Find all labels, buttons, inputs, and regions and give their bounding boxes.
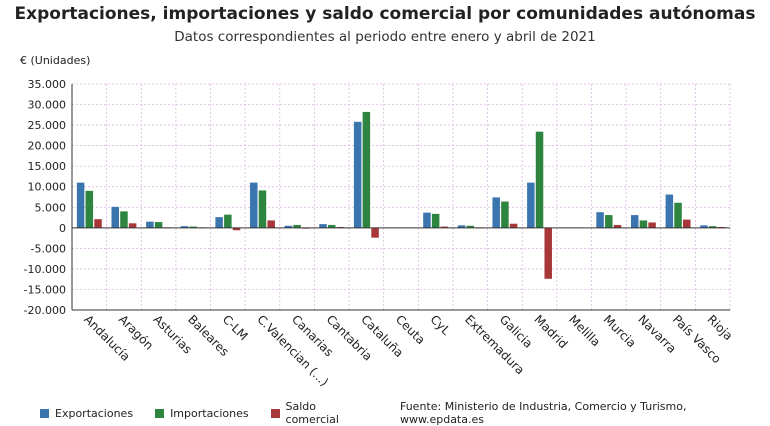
bar-importaciones: [639, 220, 648, 228]
bar-importaciones: [85, 190, 94, 228]
bar-importaciones: [224, 214, 232, 228]
bar-importaciones: [258, 190, 267, 228]
legend-label-saldo: Saldo comercial: [285, 400, 339, 426]
bar-exportaciones: [353, 121, 362, 228]
legend-swatch-exportaciones: [40, 408, 49, 418]
legend-label-importaciones: Importaciones: [170, 406, 249, 420]
bar-exportaciones: [250, 182, 258, 228]
x-tick-label: CyL: [428, 312, 454, 338]
bar-exportaciones: [596, 212, 604, 228]
bar-saldo: [371, 227, 379, 238]
bar-importaciones: [189, 226, 197, 228]
legend-swatch-saldo: [270, 408, 280, 418]
bars: [76, 111, 726, 279]
bar-saldo: [128, 223, 137, 228]
legend: Exportaciones Importaciones Saldo comerc…: [40, 400, 770, 426]
bar-saldo: [648, 222, 656, 228]
x-tick-label: C-LM: [220, 312, 251, 343]
bar-saldo: [683, 219, 691, 228]
bar-exportaciones: [146, 221, 154, 228]
bar-importaciones: [431, 213, 440, 228]
bar-importaciones: [605, 215, 613, 228]
bar-saldo: [232, 227, 241, 231]
bar-importaciones: [120, 211, 128, 228]
bar-importaciones: [327, 224, 336, 228]
bar-exportaciones: [76, 182, 85, 228]
bar-exportaciones: [111, 206, 119, 228]
bar-saldo: [509, 223, 518, 228]
legend-swatch-importaciones: [155, 408, 165, 418]
bar-exportaciones: [319, 224, 327, 228]
bar-importaciones: [535, 131, 544, 228]
grid-lines: [71, 83, 731, 311]
legend-item-saldo: Saldo comercial: [270, 400, 372, 426]
x-tick-label: Madrid: [531, 312, 570, 351]
bar-exportaciones: [665, 194, 674, 228]
y-tick-label: 10.000: [28, 181, 67, 194]
bar-exportaciones: [700, 225, 708, 228]
x-tick-label: Rioja: [705, 312, 736, 343]
legend-item-exportaciones: Exportaciones: [40, 407, 133, 420]
bar-importaciones: [708, 226, 717, 228]
y-tick-label: 15.000: [28, 160, 67, 173]
y-tick-label: 35.000: [28, 78, 67, 91]
y-tick-label: 25.000: [28, 119, 67, 132]
bar-exportaciones: [457, 225, 466, 228]
bar-importaciones: [154, 222, 163, 228]
bar-saldo: [267, 220, 275, 228]
y-tick-label: -5.000: [31, 242, 66, 255]
chart-subtitle: Datos correspondientes al periodo entre …: [174, 29, 596, 45]
bar-exportaciones: [215, 217, 223, 228]
y-tick-label: 5.000: [35, 201, 67, 214]
y-tick-label: -20.000: [24, 304, 66, 317]
bar-saldo: [440, 226, 449, 228]
legend-label-exportaciones: Exportaciones: [55, 406, 134, 420]
y-tick-label: -15.000: [24, 283, 66, 296]
x-tick-label: Melilla: [566, 312, 603, 349]
bar-chart: € (Unidades) 35.000 30.000 25.000 20.000 15.…: [20, 54, 735, 389]
bar-saldo: [544, 227, 552, 279]
y-tick-label: 20.000: [28, 140, 67, 153]
chart-title: Exportaciones, importaciones y saldo com…: [14, 4, 756, 24]
bar-exportaciones: [284, 225, 293, 228]
bar-saldo: [613, 224, 622, 228]
y-axis-label: € (Unidades): [20, 54, 90, 67]
source-note: Fuente: Ministerio de Industria, Comerci…: [399, 400, 687, 426]
y-tick-labels: 35.000 30.000 25.000 20.000 15.000 10.000 5.00…: [24, 78, 66, 317]
bar-exportaciones: [630, 215, 639, 228]
bar-saldo: [94, 219, 102, 228]
y-tick-label: 30.000: [28, 99, 67, 112]
axes: [71, 84, 730, 311]
bar-exportaciones: [492, 197, 500, 228]
y-tick-label: -10.000: [24, 263, 66, 276]
x-tick-label: Murcia: [601, 312, 639, 350]
bar-importaciones: [674, 202, 682, 228]
bar-exportaciones: [180, 226, 189, 228]
y-tick-label: 0: [59, 222, 66, 235]
bar-exportaciones: [527, 182, 535, 228]
bar-importaciones: [501, 201, 509, 228]
legend-item-importaciones: Importaciones: [155, 407, 249, 420]
bar-importaciones: [293, 224, 301, 228]
bar-exportaciones: [423, 212, 431, 228]
bar-importaciones: [466, 225, 475, 228]
bar-importaciones: [362, 111, 371, 228]
